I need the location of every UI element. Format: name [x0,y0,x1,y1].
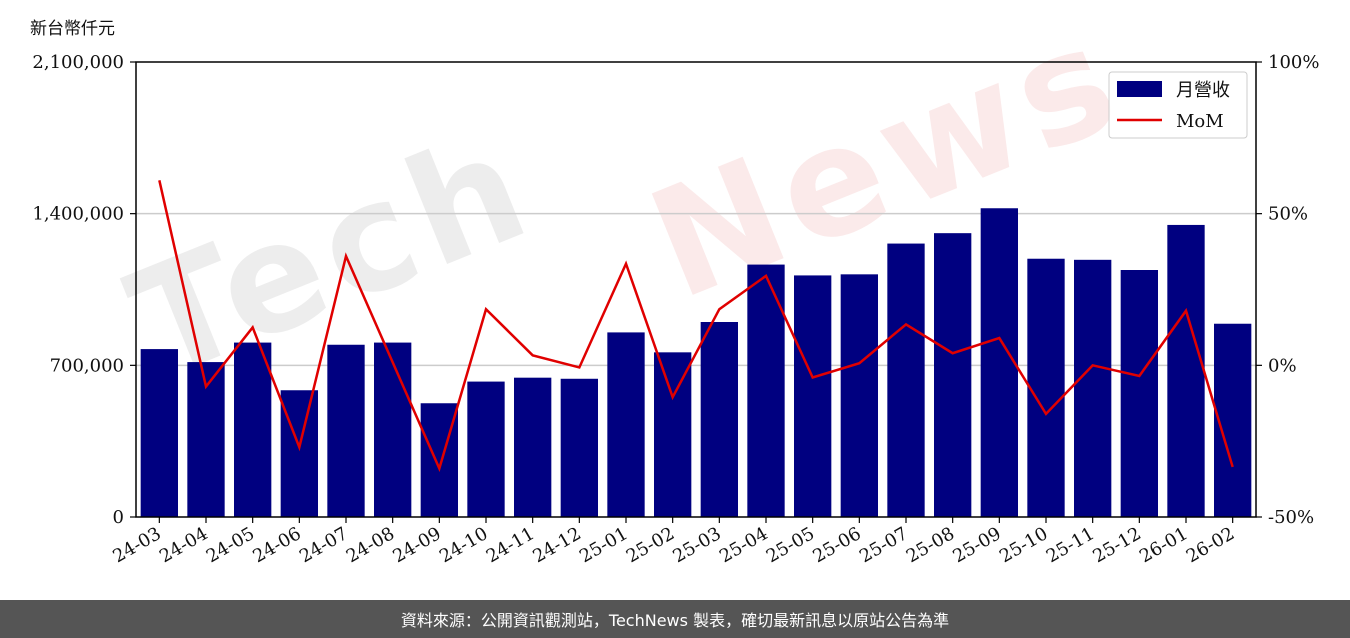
bar-24-05 [234,342,272,517]
bar-25-09 [980,208,1018,517]
plot-frame [135,61,1257,518]
x-tick-label: 25-05 [763,523,818,567]
gridlines [136,212,1256,367]
x-tick-label: 24-04 [156,523,211,567]
x-tick-label: 25-12 [1089,523,1144,567]
x-tick-label: 24-03 [109,523,164,567]
bar-24-11 [514,377,552,517]
bar-25-01 [607,332,645,517]
x-tick-label: 25-07 [856,523,911,567]
x-tick-label: 25-04 [716,523,771,567]
y-left-tick-label: 700,000 [50,355,124,376]
x-tick-label: 25-11 [1043,523,1098,567]
y-left-tick-label: 1,400,000 [32,204,124,225]
x-tick-label: 25-02 [623,523,678,567]
y-axis-unit-label: 新台幣仟元 [30,19,115,39]
revenue-chart: Tech News 0700,0001,400,0002,100,000-50%0… [32,0,1319,567]
x-tick-label: 25-08 [903,523,958,567]
y-right-tick-label: 0% [1268,355,1297,376]
x-tick-label: 25-09 [949,523,1004,567]
legend: 月營收 MoM [1108,71,1248,139]
bar-24-06 [280,390,318,517]
bar-24-03 [140,349,178,517]
bar-25-08 [934,233,972,517]
x-tick-label: 26-01 [1136,523,1191,567]
bar-25-03 [700,322,738,517]
x-tick-label: 24-08 [343,523,398,567]
y-left-tick-label: 2,100,000 [32,52,124,73]
bar-26-01 [1167,224,1205,517]
bar-24-10 [467,381,505,517]
watermark-text-right: News [628,0,1145,333]
bar-25-06 [840,274,878,517]
x-tick-label: 25-06 [809,523,864,567]
bar-24-12 [560,378,598,517]
bar-24-07 [327,344,365,517]
legend-bar-swatch [1117,81,1162,97]
y-right-tick-label: 100% [1268,52,1319,73]
x-tick-label: 25-03 [669,523,724,567]
bar-25-07 [887,243,925,518]
x-tick-label: 24-07 [296,523,351,567]
x-tick-label: 24-11 [483,523,538,567]
x-tick-label: 24-06 [249,523,304,567]
y-right-tick-label: 50% [1268,204,1308,225]
x-tick-label: 26-02 [1183,523,1238,567]
bar-25-12 [1120,270,1158,517]
y-right-tick-label: -50% [1268,507,1314,528]
y-left-tick-label: 0 [113,507,124,528]
mom-line-series [158,180,1234,473]
x-tick-label: 25-10 [996,523,1051,567]
x-tick-label: 25-01 [576,523,631,567]
source-footer-text: 資料來源：公開資訊觀測站，TechNews 製表，確切最新訊息以原站公告為準 [400,611,950,630]
x-tick-label: 24-10 [436,523,491,567]
x-tick-label: 24-12 [529,523,584,567]
bar-26-02 [1214,323,1252,517]
x-tick-label: 24-09 [389,523,444,567]
bar-25-10 [1027,258,1065,517]
legend-label-revenue: 月營收 [1176,80,1230,101]
bar-25-11 [1074,259,1112,517]
mom-line [158,180,1234,473]
bar-25-04 [747,264,785,517]
bar-25-02 [654,352,692,517]
legend-label-mom: MoM [1176,111,1224,132]
bar-24-08 [374,342,412,517]
source-footer: 資料來源：公開資訊觀測站，TechNews 製表，確切最新訊息以原站公告為準 [0,600,1350,638]
bar-25-05 [794,275,832,517]
x-tick-label: 24-05 [203,523,258,567]
